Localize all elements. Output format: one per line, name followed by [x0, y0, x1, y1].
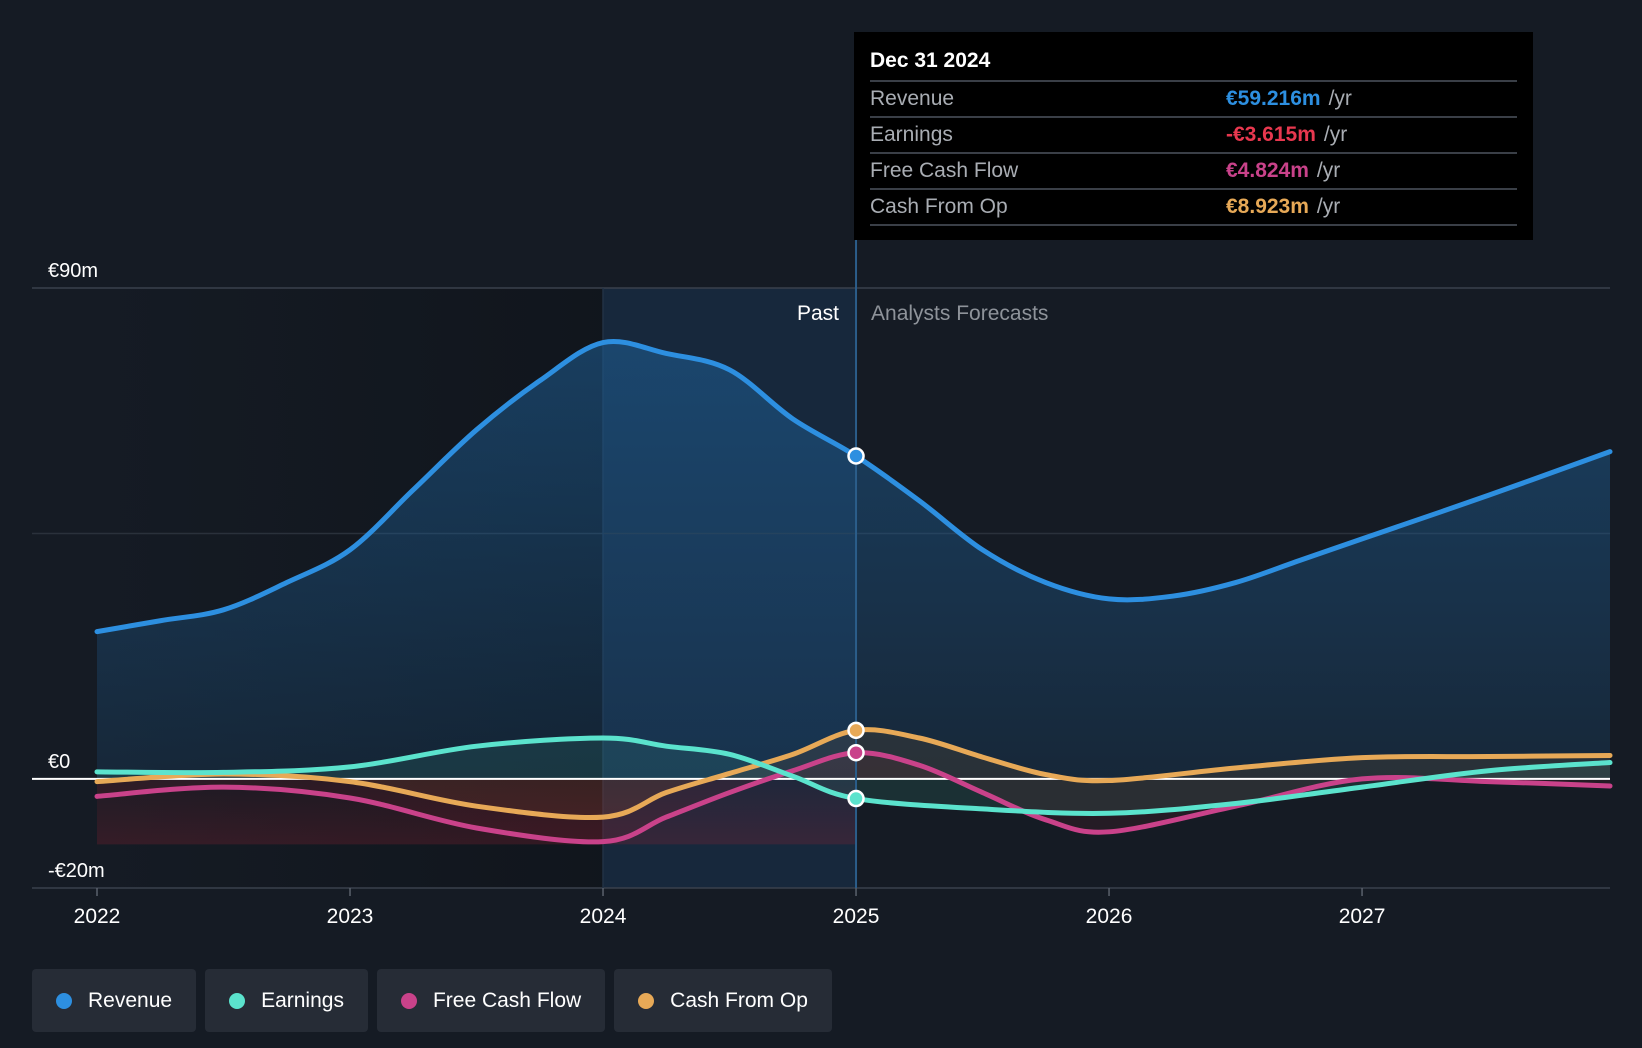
analysts-forecasts-label: Analysts Forecasts — [871, 302, 1048, 325]
past-label: Past — [797, 302, 839, 325]
marker-cash-from-op[interactable] — [847, 721, 865, 740]
tooltip-row-revenue: Revenue €59.216m /yr — [870, 80, 1517, 116]
x-tick-label: 2025 — [833, 905, 880, 928]
tooltip: Dec 31 2024 Revenue €59.216m /yr Earning… — [854, 32, 1533, 240]
legend-item-cash-from-op[interactable]: Cash From Op — [614, 969, 832, 1032]
tooltip-unit: /yr — [1316, 195, 1341, 218]
tooltip-label: Revenue — [870, 87, 955, 110]
legend: Revenue Earnings Free Cash Flow Cash Fro… — [32, 969, 832, 1032]
negative-area-tint — [97, 778, 857, 845]
tooltip-value: -€3.615m — [1226, 123, 1316, 146]
legend-item-revenue[interactable]: Revenue — [32, 969, 197, 1032]
tooltip-row-earnings: Earnings -€3.615m /yr — [870, 116, 1517, 152]
tooltip-unit: /yr — [1328, 87, 1352, 110]
tooltip-unit: /yr — [1316, 159, 1341, 182]
y-axis-label: -€20m — [48, 860, 105, 882]
legend-label: Cash From Op — [670, 988, 808, 1012]
x-tick-label: 2022 — [74, 905, 121, 928]
tooltip-value: €8.923m — [1226, 195, 1309, 218]
tooltip-label: Free Cash Flow — [870, 159, 1019, 182]
x-tick-label: 2026 — [1086, 905, 1133, 928]
x-tick-label: 2023 — [327, 905, 374, 928]
x-tick-label: 2027 — [1339, 905, 1386, 928]
legend-dot-icon — [229, 992, 246, 1009]
marker-revenue[interactable] — [847, 447, 865, 465]
marker-free-cash-flow[interactable] — [847, 743, 865, 762]
tooltip-row-free-cash-flow: Free Cash Flow €4.824m /yr — [870, 152, 1517, 188]
legend-item-earnings[interactable]: Earnings — [205, 969, 368, 1032]
tooltip-row-cash-from-op: Cash From Op €8.923m /yr — [870, 188, 1517, 226]
legend-item-free-cash-flow[interactable]: Free Cash Flow — [376, 969, 606, 1032]
y-axis-label: €90m — [48, 260, 98, 282]
tooltip-label: Cash From Op — [870, 195, 1008, 218]
legend-label: Earnings — [261, 988, 344, 1012]
tooltip-unit: /yr — [1323, 123, 1348, 146]
tooltip-date: Dec 31 2024 — [870, 49, 991, 72]
y-axis-label: €0 — [48, 751, 70, 773]
legend-label: Revenue — [88, 988, 173, 1012]
legend-dot-icon — [400, 992, 417, 1009]
x-tick-label: 2024 — [580, 905, 627, 928]
area-earnings — [97, 738, 1610, 814]
line-earnings — [94, 735, 1613, 816]
legend-dot-icon — [638, 992, 655, 1009]
marker-earnings[interactable] — [847, 789, 865, 808]
tooltip-value: €59.216m — [1226, 87, 1321, 110]
line-revenue — [94, 339, 1613, 635]
tooltip-label: Earnings — [870, 123, 953, 146]
area-revenue — [97, 341, 1610, 779]
financial-chart: €90m €0 -€20m 2022 2023 2024 2025 2026 2027 Past… — [32, 240, 1613, 928]
legend-label: Free Cash Flow — [432, 988, 582, 1012]
legend-dot-icon — [56, 992, 72, 1009]
tooltip-value: €4.824m — [1226, 159, 1309, 182]
